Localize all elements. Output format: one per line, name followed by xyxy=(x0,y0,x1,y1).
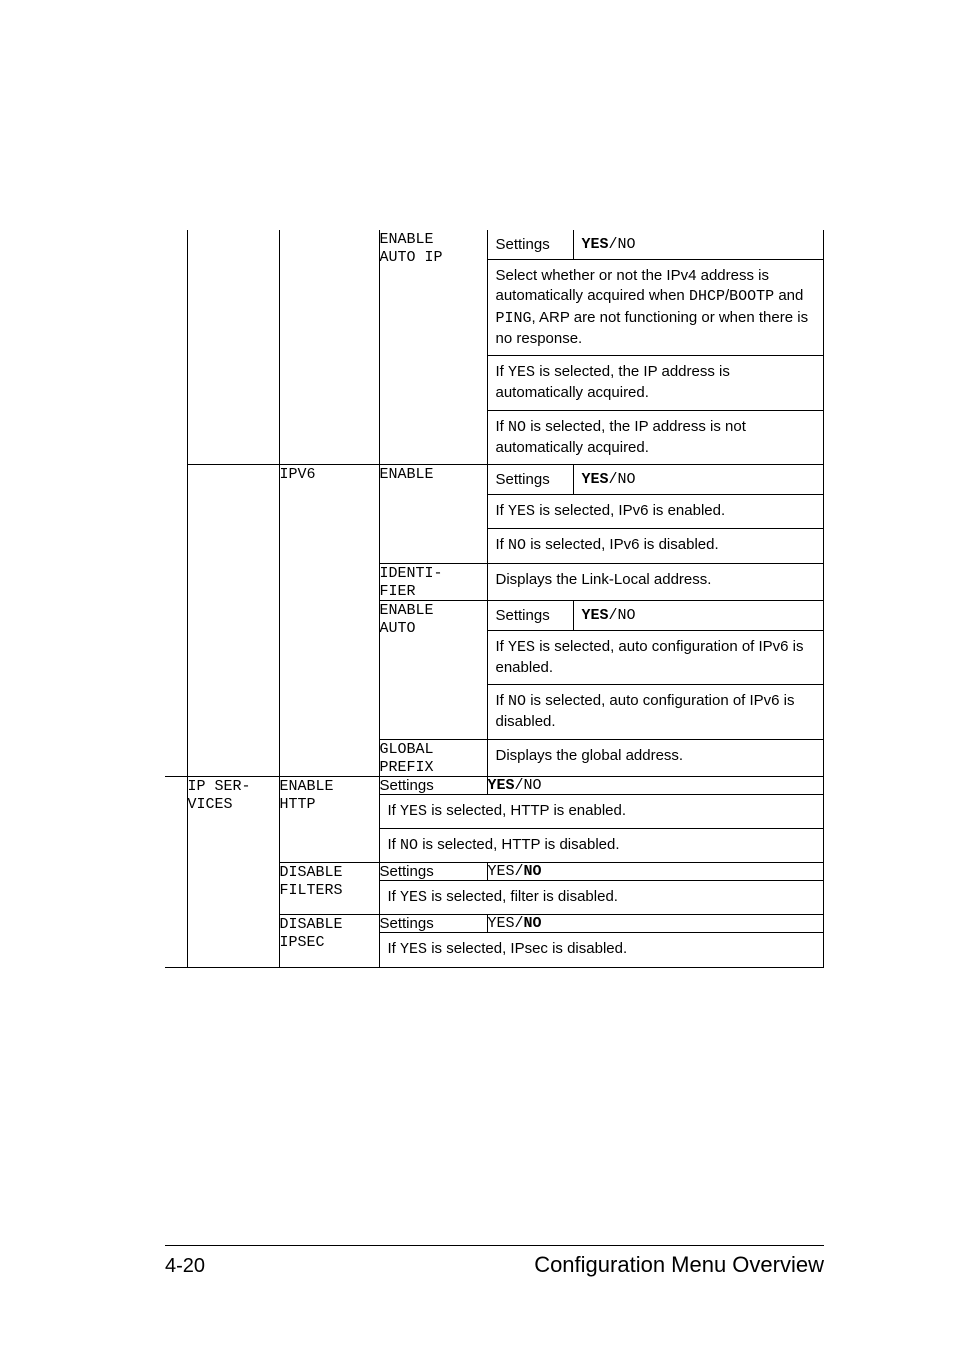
option-label: ENABLE xyxy=(380,602,434,619)
description: Displays the global address. xyxy=(488,740,824,772)
description: If NO is selected, HTTP is disabled. xyxy=(380,829,824,862)
description: If NO is selected, IPv6 is disabled. xyxy=(488,529,824,562)
settings-value: YES/NO xyxy=(487,863,824,881)
option-label: IPSEC xyxy=(280,934,325,951)
option-label: PREFIX xyxy=(380,759,434,776)
settings-value: YES/NO xyxy=(574,601,824,630)
page-number: 4-20 xyxy=(165,1255,205,1278)
settings-value: YES/NO xyxy=(487,915,824,933)
settings-value: YES/NO xyxy=(487,776,824,794)
settings-label: Settings xyxy=(488,465,574,494)
settings-label: Settings xyxy=(488,601,574,630)
description: Displays the Link-Local address. xyxy=(488,564,824,596)
option-label: IDENTI- xyxy=(380,565,443,582)
option-label: FIER xyxy=(380,583,416,600)
description: If YES is selected, auto configuration o… xyxy=(488,631,824,685)
description: If NO is selected, the IP address is not… xyxy=(488,411,824,465)
description: If YES is selected, IPv6 is enabled. xyxy=(488,495,824,528)
config-table: ENABLE AUTO IP Settings YES/NO Select wh… xyxy=(165,230,824,968)
description: If YES is selected, the IP address is au… xyxy=(488,356,824,410)
option-label: AUTO IP xyxy=(380,249,443,266)
description: If YES is selected, IPsec is disabled. xyxy=(380,933,824,966)
settings-label: Settings xyxy=(379,863,487,881)
option-label: ENABLE xyxy=(280,778,334,795)
option-label: ENABLE xyxy=(380,231,434,248)
option-label: IPV6 xyxy=(280,466,316,483)
option-label: IP SER- xyxy=(188,778,251,795)
description: If YES is selected, filter is disabled. xyxy=(380,881,824,914)
settings-label: Settings xyxy=(379,776,487,794)
table-row: IPV6 ENABLE Settings YES/NO xyxy=(165,465,824,495)
description: If YES is selected, HTTP is enabled. xyxy=(380,795,824,828)
description: If NO is selected, auto configuration of… xyxy=(488,685,824,739)
option-label: DISABLE xyxy=(280,864,343,881)
description: Select whether or not the IPv4 address i… xyxy=(488,260,824,355)
settings-value: YES/NO xyxy=(574,465,824,494)
option-label: ENABLE xyxy=(380,466,434,483)
option-label: DISABLE xyxy=(280,916,343,933)
table-row: ENABLE AUTO IP Settings YES/NO xyxy=(165,230,824,260)
settings-label: Settings xyxy=(488,230,574,259)
page-title: Configuration Menu Overview xyxy=(534,1252,824,1278)
option-label: HTTP xyxy=(280,796,316,813)
page-footer: 4-20 Configuration Menu Overview xyxy=(165,1245,824,1278)
settings-value: YES/NO xyxy=(574,230,824,259)
option-label: FILTERS xyxy=(280,882,343,899)
table-row: IP SER- VICES ENABLE HTTP Settings YES/N… xyxy=(165,776,824,794)
settings-label: Settings xyxy=(379,915,487,933)
option-label: VICES xyxy=(188,796,233,813)
option-label: AUTO xyxy=(380,620,416,637)
option-label: GLOBAL xyxy=(380,741,434,758)
